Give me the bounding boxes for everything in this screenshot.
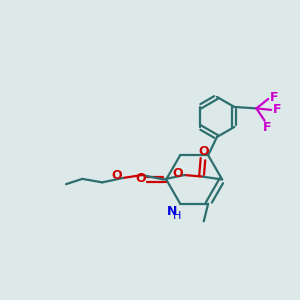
Text: H: H [173,211,182,221]
Text: O: O [135,172,146,185]
Text: O: O [111,169,122,182]
Text: F: F [273,103,282,116]
Text: N: N [167,205,177,218]
Text: F: F [270,91,278,104]
Text: O: O [198,145,209,158]
Text: O: O [173,167,183,180]
Text: F: F [263,121,272,134]
